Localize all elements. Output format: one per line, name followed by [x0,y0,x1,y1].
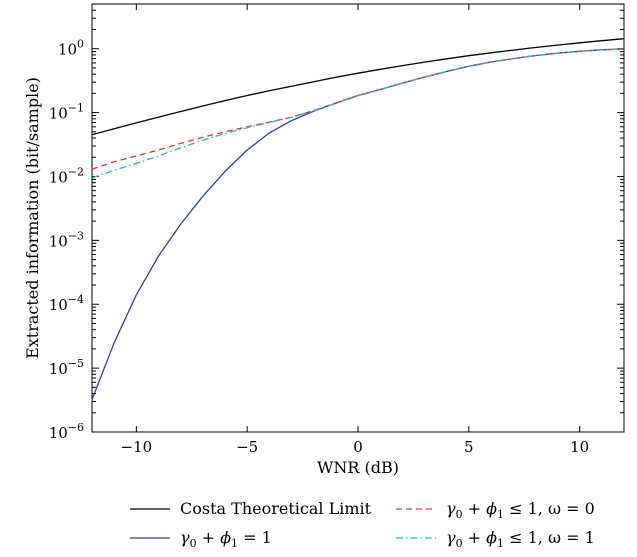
x-tick-label: 10 [570,438,589,456]
series-line-4 [91,48,625,179]
y-tick-label: 100 [58,38,84,59]
y-tick-label: 10−1 [49,102,84,123]
legend: Costa Theoretical Limit γ0 + ϕ1 = 1 γ0 + ϕ… [130,499,595,550]
legend-label-3: γ0 + ϕ1 ≤ 1, ω = 0 [446,499,595,521]
y-tick-label: 10−2 [49,165,84,186]
series-line-1 [91,38,625,136]
series-line-3 [91,48,625,170]
legend-label-1: Costa Theoretical Limit [180,499,372,518]
y-axis-title: Extracted information (bit/sample) [23,77,42,359]
plot-frame [91,3,625,433]
x-tick-labels: −10 −5 0 5 10 [121,438,590,456]
y-tick-label: 10−5 [49,357,84,378]
y-tick-label: 10−6 [49,421,84,442]
y-tick-labels: 100 10−1 10−2 10−3 10−4 10−5 10−6 [49,38,84,442]
legend-label-4: γ0 + ϕ1 ≤ 1, ω = 1 [446,528,595,550]
x-tick-label: −5 [236,438,258,456]
x-axis-title: WNR (dB) [317,458,399,477]
y-tick-label: 10−3 [49,229,84,250]
legend-label-2: γ0 + ϕ1 = 1 [180,528,272,550]
axis-ticks [92,3,624,433]
x-tick-label: 5 [464,438,474,456]
x-tick-label: −10 [121,438,153,456]
series-line-2 [91,48,625,400]
series-lines [91,38,625,400]
y-tick-label: 10−4 [49,293,84,314]
x-tick-label: 0 [353,438,363,456]
